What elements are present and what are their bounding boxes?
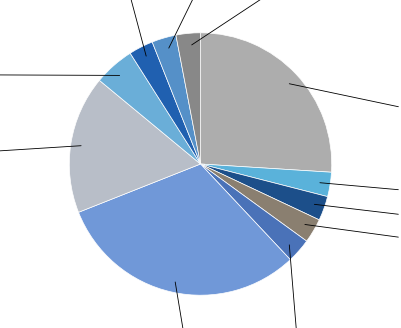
Wedge shape [69, 80, 200, 212]
Wedge shape [130, 42, 200, 164]
Text: South America
3%: South America 3% [305, 224, 401, 253]
Text: South Pole
3%: South Pole 3% [95, 0, 148, 56]
Wedge shape [99, 53, 200, 164]
Wedge shape [79, 164, 290, 295]
Text: East Asia
31%: East Asia 31% [168, 282, 212, 328]
Wedge shape [200, 164, 332, 196]
Text: Oceania
3%: Oceania 3% [169, 0, 236, 48]
Wedge shape [200, 164, 307, 260]
Text: North Africa
26%: North Africa 26% [289, 84, 401, 124]
Text: Central Africa
3%: Central Africa 3% [192, 0, 339, 45]
Text: Central Asia
3%: Central Asia 3% [269, 245, 328, 328]
Wedge shape [200, 164, 328, 220]
Text: North America
3%: North America 3% [314, 204, 401, 229]
Wedge shape [200, 33, 332, 172]
Wedge shape [176, 33, 200, 164]
Wedge shape [152, 35, 200, 164]
Wedge shape [200, 164, 319, 241]
Text: South Africa
3%: South Africa 3% [320, 183, 401, 203]
Text: South Asia
17%: South Asia 17% [0, 144, 81, 163]
Text: Middle East
5%: Middle East 5% [0, 65, 119, 85]
